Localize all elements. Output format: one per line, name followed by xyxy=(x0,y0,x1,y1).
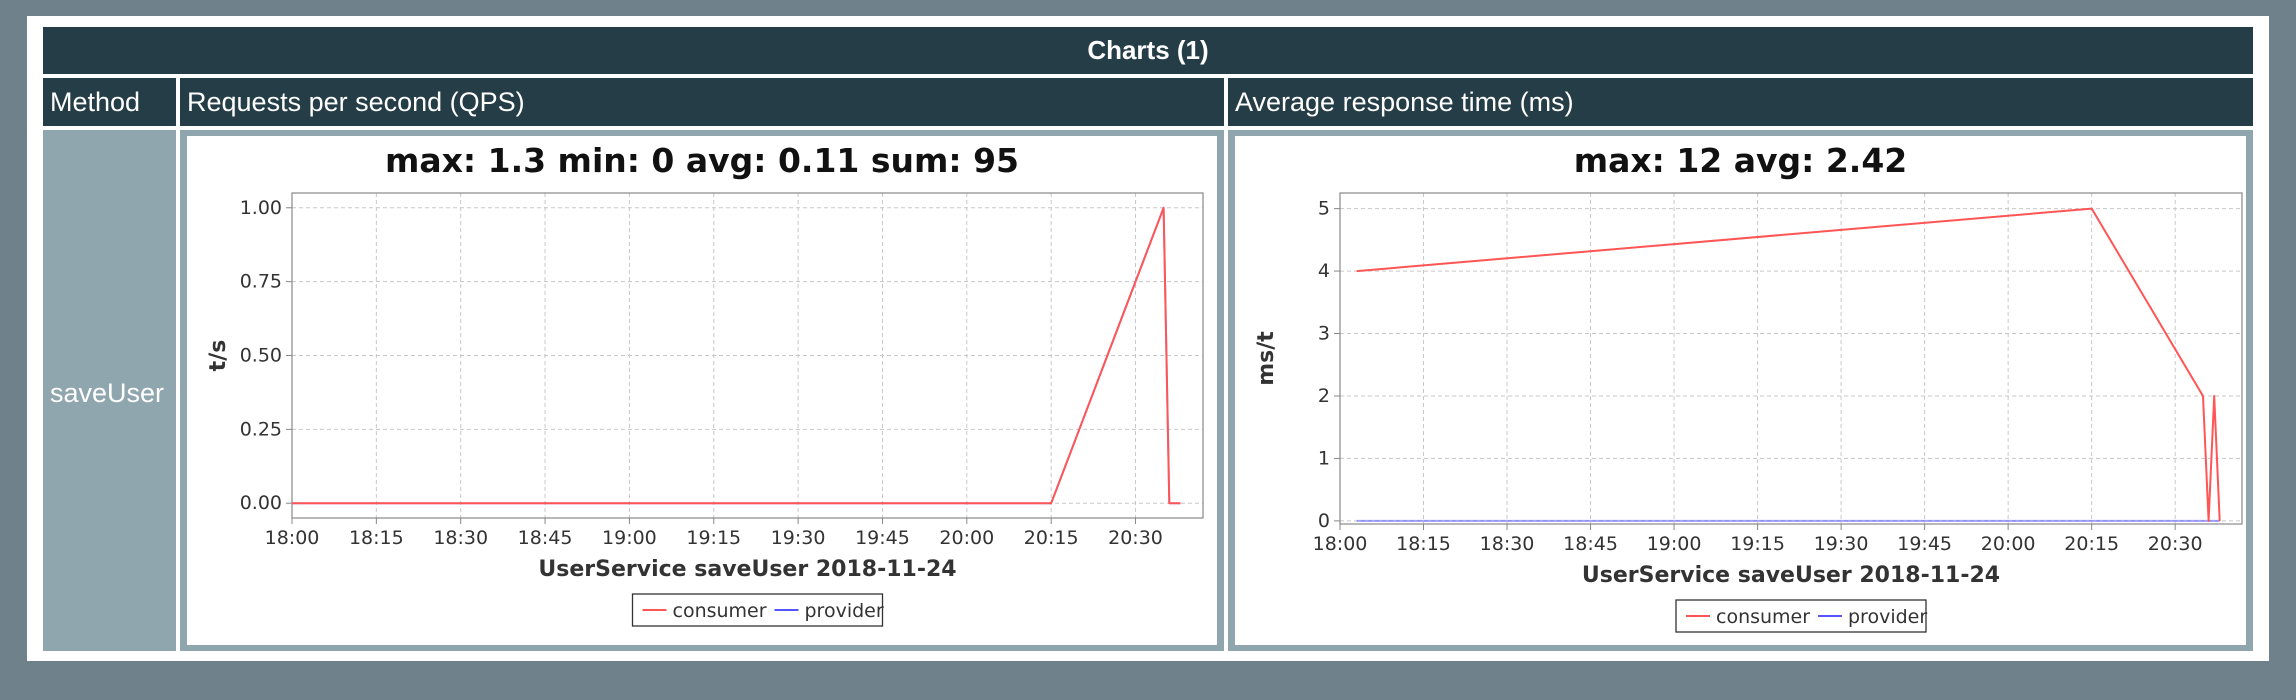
x-tick-label: 19:45 xyxy=(855,527,910,549)
y-tick-label: 0.00 xyxy=(240,492,282,514)
y-tick-label: 0.50 xyxy=(240,345,282,367)
x-tick-label: 19:30 xyxy=(771,527,826,549)
column-header-qps: Requests per second (QPS) xyxy=(180,78,1224,126)
y-axis-label: t/s xyxy=(206,340,231,372)
x-tick-label: 19:15 xyxy=(1730,533,1785,555)
x-tick-label: 18:30 xyxy=(1480,533,1535,555)
qps-chart: max: 1.3 min: 0 avg: 0.11 sum: 95 0.00 0.2… xyxy=(187,136,1217,645)
x-axis-label: UserService saveUser 2018-11-24 xyxy=(1582,563,2000,588)
charts-panel: Charts (1) Method Requests per second (Q… xyxy=(27,16,2269,661)
x-tick-label: 20:00 xyxy=(939,527,994,549)
x-tick-label: 20:30 xyxy=(1108,527,1163,549)
x-tick-label: 20:30 xyxy=(2148,533,2203,555)
x-tick-label: 18:30 xyxy=(433,527,488,549)
y-tick-label: 1 xyxy=(1318,447,1330,469)
x-axis-label: UserService saveUser 2018-11-24 xyxy=(538,557,956,582)
x-tick-label: 20:15 xyxy=(2064,533,2119,555)
x-tick-label: 19:00 xyxy=(1647,533,1702,555)
x-tick-label: 19:15 xyxy=(686,527,741,549)
x-tick-label: 19:45 xyxy=(1897,533,1952,555)
qps-chart-cell: max: 1.3 min: 0 avg: 0.11 sum: 95 0.00 0.2… xyxy=(180,130,1224,651)
legend-label-consumer: consumer xyxy=(673,600,767,622)
y-tick-label: 0 xyxy=(1318,510,1330,532)
y-tick-label: 2 xyxy=(1318,385,1330,407)
legend-box xyxy=(1675,599,1927,633)
y-axis-label: ms/t xyxy=(1254,331,1279,386)
charts-title: Charts (1) xyxy=(43,27,2253,74)
x-tick-label: 20:15 xyxy=(1024,527,1079,549)
x-tick-label: 19:30 xyxy=(1814,533,1869,555)
method-name-cell: saveUser xyxy=(43,130,176,651)
y-tick-label: 0.25 xyxy=(240,418,282,440)
x-tick-label: 19:00 xyxy=(602,527,657,549)
x-tick-label: 20:00 xyxy=(1981,533,2036,555)
series-line-consumer xyxy=(292,206,1181,505)
legend-box xyxy=(631,593,884,627)
y-tick-label: 1.00 xyxy=(240,197,282,219)
y-tick-label: 3 xyxy=(1318,323,1330,345)
chart-title: max: 12 avg: 2.42 xyxy=(1574,141,1908,180)
y-tick-label: 0.75 xyxy=(240,271,282,293)
column-header-response-time: Average response time (ms) xyxy=(1228,78,2253,126)
response-time-chart: max: 12 avg: 2.42 0 1 2 3 4 5 18:00 18:15 18:30 18… xyxy=(1235,136,2246,645)
plot-area xyxy=(1340,193,2242,524)
legend-label-provider: provider xyxy=(805,600,884,622)
x-tick-label: 18:00 xyxy=(265,527,320,549)
chart-title: max: 1.3 min: 0 avg: 0.11 sum: 95 xyxy=(385,141,1019,180)
x-tick-label: 18:15 xyxy=(1396,533,1451,555)
response-time-chart-cell: max: 12 avg: 2.42 0 1 2 3 4 5 18:00 18:15 18:30 18… xyxy=(1228,130,2253,651)
y-tick-label: 4 xyxy=(1318,260,1330,282)
column-header-method: Method xyxy=(43,78,176,126)
x-tick-label: 18:15 xyxy=(349,527,404,549)
y-tick-label: 5 xyxy=(1318,198,1330,220)
x-tick-label: 18:45 xyxy=(1563,533,1618,555)
legend-label-provider: provider xyxy=(1848,606,1927,628)
plot-border xyxy=(1339,192,2243,525)
series-line-consumer xyxy=(1356,207,2221,522)
x-tick-label: 18:00 xyxy=(1313,533,1368,555)
legend-label-consumer: consumer xyxy=(1716,606,1810,628)
x-tick-label: 18:45 xyxy=(518,527,573,549)
